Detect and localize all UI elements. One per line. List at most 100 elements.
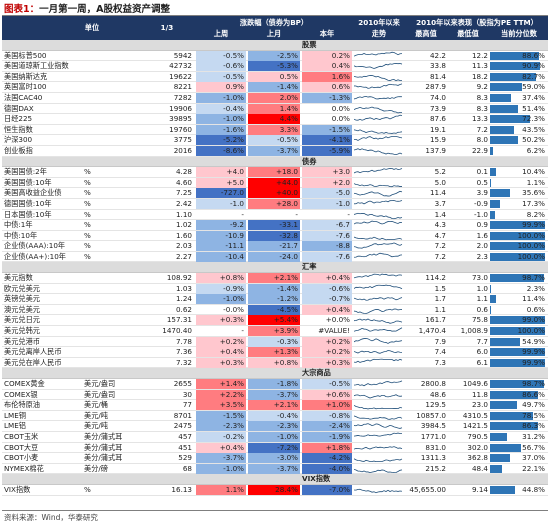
percentile-value: 99.9% (522, 220, 545, 230)
sparkline-path (354, 220, 403, 225)
ytd-change: -0.6% (302, 283, 352, 294)
trend-sparkline (354, 104, 404, 114)
high-value: 1,470.4 (418, 326, 446, 336)
asset-unit (84, 347, 142, 357)
percentile-cell: 98.7% (490, 379, 547, 389)
percentile-cell: 44.8% (490, 485, 547, 495)
asset-name: 美元兑在岸人民币 (4, 357, 62, 367)
month-change: -3.7% (248, 389, 300, 400)
month-change: -2.3% (248, 421, 300, 432)
sparkline-path (354, 432, 403, 437)
percentile-value: 51.4% (522, 103, 545, 113)
asset-name: COMEX银 (4, 389, 38, 399)
percentile-cell: 56.7% (490, 443, 547, 453)
header-month: 上月 (266, 29, 282, 38)
section-label: VIX指数 (302, 474, 331, 484)
sparkline-path (354, 106, 402, 113)
percentile-value: 6.2% (526, 145, 545, 155)
data-table: 股票 美国标普500 5942 -0.5% -2.5% 0.2% 42.2 12.2 88.6%… (2, 40, 548, 496)
asset-name: 澳元兑美元 (4, 304, 40, 314)
high-value: 73.9 (429, 103, 446, 113)
trend-sparkline (354, 453, 404, 463)
sparkline-path (354, 423, 403, 430)
week-change: -0.5% (196, 50, 246, 61)
ytd-change: -4.2% (302, 453, 352, 464)
percentile-value: 35.6% (522, 188, 545, 198)
month-change: 0.5% (248, 71, 300, 82)
low-value: 1.1 (476, 294, 488, 304)
percentile-cell: 35.6% (490, 188, 547, 198)
last-value: 4.60 (175, 177, 192, 187)
table-row: 澳元兑美元 0.62 -0.0% -4.5% +0.4% 1.1 0.6 0.6% (2, 304, 548, 316)
month-change: -1.8% (248, 379, 300, 389)
week-change: -8.6% (196, 145, 246, 156)
percentile-cell: 99.9% (490, 347, 547, 357)
month-change: -2.5% (248, 50, 300, 61)
low-value: 6.0 (476, 347, 488, 357)
ytd-change: -1.9% (302, 431, 352, 442)
table-row: LME铝 美元/吨 2475 -2.3% -2.3% -2.4% 3984.5 1421.5 8… (2, 421, 548, 432)
month-change: -3.0% (248, 453, 300, 464)
high-value: 7.9 (434, 336, 446, 346)
percentile-value: 82.7% (522, 71, 545, 81)
percentile-value: 31.2% (522, 431, 545, 441)
sparkline-chart (354, 51, 403, 57)
trend-sparkline (354, 464, 404, 474)
trend-sparkline (354, 358, 404, 368)
trend-sparkline (354, 135, 404, 145)
ytd-change: +0.6% (302, 389, 352, 400)
asset-name: 美元兑港币 (4, 336, 40, 346)
percentile-cell: 99.9% (490, 220, 547, 230)
asset-unit (84, 82, 142, 92)
percentile-cell: 31.2% (490, 432, 547, 442)
asset-name: 美国国债:10年 (4, 177, 52, 187)
asset-name: CBOT玉米 (4, 431, 39, 441)
sparkline-chart (354, 236, 403, 240)
trend-sparkline (354, 210, 404, 220)
asset-unit (84, 51, 142, 61)
percentile-bar (490, 221, 545, 230)
month-change: 3.3% (248, 124, 300, 135)
sparkline-path (354, 199, 403, 205)
ytd-change: -2.4% (302, 421, 352, 432)
percentile-bar (490, 199, 500, 208)
percentile-bar (490, 348, 545, 357)
percentile-cell: 100.0% (490, 231, 547, 241)
asset-unit: % (84, 230, 91, 240)
sparkline-chart (354, 350, 403, 354)
asset-unit (84, 93, 142, 103)
sparkline-path (354, 63, 403, 70)
asset-name: 沪深300 (4, 135, 33, 145)
low-value: 1.0 (476, 283, 488, 293)
sparkline-path (354, 95, 403, 100)
percentile-bar (490, 136, 518, 145)
last-value: 30 (182, 389, 192, 399)
low-value: 0.6 (476, 304, 488, 314)
table-row: 德国DAX 19906 -0.4% 1.4% 0.0% 73.9 8.3 51.4% (2, 103, 548, 115)
high-value: 74.0 (429, 92, 446, 102)
percentile-bar (490, 295, 497, 304)
table-row: 美国高收益企业债% 7.25 -727.0 +40.0 -5.0 11.4 3.9 35.6% (2, 188, 548, 199)
percentile-bar (490, 464, 503, 473)
ytd-change: 0.2% (302, 50, 352, 61)
high-value: 33.8 (429, 61, 446, 71)
high-value: 114.2 (425, 273, 446, 283)
low-value: 48.4 (471, 463, 488, 473)
sparkline-chart (354, 405, 403, 410)
header-since2010-group: 2010年以来表现（股指为PE TTM） (416, 18, 538, 27)
footer-divider (2, 510, 548, 511)
header-unit: 单位 (84, 23, 100, 32)
asset-name: NYMEX棉花 (4, 463, 44, 473)
trend-sparkline (354, 421, 404, 431)
percentile-value: 99.9% (522, 347, 545, 357)
ytd-change: -5.0 (302, 188, 352, 199)
asset-unit (84, 104, 142, 114)
asset-unit: 美元/盎司 (84, 379, 116, 388)
month-change: +2.1% (248, 400, 300, 411)
ytd-change: 0.6% (302, 82, 352, 93)
high-value: 137.9 (425, 145, 446, 155)
last-value: 0.62 (175, 304, 192, 314)
last-value: 1.60 (175, 230, 192, 240)
percentile-bar (490, 210, 495, 219)
section-label: 债券 (302, 156, 317, 166)
